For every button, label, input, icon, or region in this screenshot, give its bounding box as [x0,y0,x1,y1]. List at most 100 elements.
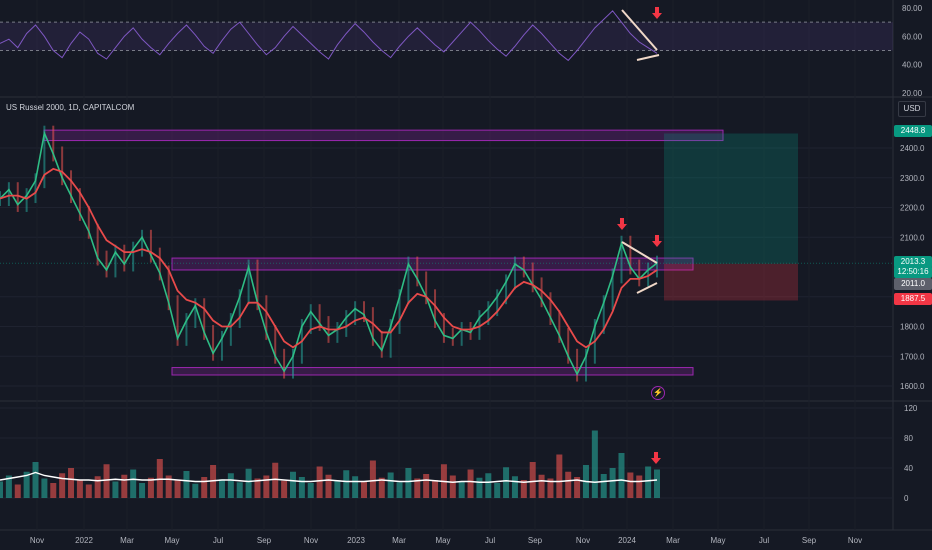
time-tick-label: May [435,536,450,545]
volume-bar [147,477,154,498]
volume-bar [192,483,199,498]
volume-bar [547,478,554,498]
volume-bar [94,476,101,498]
volume-bar [654,469,660,498]
volume-bar [414,478,421,498]
volume-bar [325,474,332,498]
support-resistance-zone [171,257,694,271]
event-bolt-icon[interactable]: ⚡ [651,386,665,400]
rsi-tick-label: 40.00 [902,61,923,70]
volume-bar [50,483,57,498]
volume-tick-label: 120 [904,404,918,413]
volume-bar [556,454,563,498]
volume-bar [609,468,616,498]
volume-bar [130,469,137,498]
volume-bar [23,471,30,498]
volume-bar [467,469,474,498]
price-tick-label: 2400.0 [900,144,925,153]
volume-bar [316,466,323,498]
volume-bar [165,475,172,498]
price-line [0,130,658,376]
volume-bar [68,468,75,498]
volume-average-line [0,471,658,483]
time-tick-label: May [710,536,725,545]
down-arrow-icon [652,7,662,19]
volume-bar [121,474,128,498]
volume-bar [378,477,385,498]
volume-bar [41,478,48,498]
time-tick-label: Mar [392,536,406,545]
price-trendline-upper [621,241,658,264]
volume-bar [307,483,314,498]
volume-bar [538,474,545,498]
time-tick-label: Jul [485,536,495,545]
volume-bar [476,477,483,498]
support-resistance-zone [43,129,724,142]
symbol-title[interactable]: US Russel 2000, 1D, CAPITALCOM [6,103,135,112]
volume-bar [458,481,465,498]
stop-price-badge: 1887.5 [894,293,932,305]
time-tick-label: Nov [304,536,318,545]
rsi-band [0,22,893,51]
down-arrow-icon [651,452,661,464]
down-arrow-icon [617,218,627,230]
volume-bar [334,480,341,498]
volume-bar [574,477,581,498]
volume-bar [423,474,430,498]
volume-bar [627,472,634,498]
down-arrow-icon [652,235,662,247]
target-price-badge: 2448.8 [894,125,932,137]
volume-bar [85,484,92,498]
rsi-line [0,10,658,62]
volume-bar [112,481,119,498]
volume-bar [449,475,456,498]
loss-zone [664,263,798,301]
price-tick-label: 1800.0 [900,323,925,332]
volume-bar [32,462,39,498]
time-tick-label: 2024 [618,536,636,545]
time-tick-label: Sep [802,536,817,545]
time-tick-label: Nov [848,536,862,545]
currency-selector[interactable]: USD [898,101,926,117]
entry-price-badge: 2011.0 [894,278,932,290]
volume-bar [396,482,403,498]
volume-bar [272,462,279,498]
volume-bar [343,470,350,498]
volume-bar [298,477,305,498]
volume-bar [236,482,243,498]
volume-bar [485,473,492,498]
time-tick-label: Jul [759,536,769,545]
volume-bar [520,480,527,498]
support-resistance-zone [171,367,694,376]
rsi-tick-label: 80.00 [902,4,923,13]
volume-bar [600,474,607,498]
time-tick-label: Sep [528,536,543,545]
volume-bar [503,467,510,498]
rsi-trendline-upper [621,9,658,51]
volume-bar [565,471,572,498]
volume-bar [201,477,208,498]
price-tick-label: 2200.0 [900,204,925,213]
price-tick-label: 1600.0 [900,382,925,391]
volume-tick-label: 0 [904,494,909,503]
volume-bar [369,460,376,498]
volume-bar [103,464,110,498]
volume-bar [387,472,394,498]
volume-bar [0,481,3,498]
volume-bar [432,480,439,498]
volume-bar [636,475,643,498]
volume-bar [254,478,261,498]
price-tick-label: 2300.0 [900,174,925,183]
time-tick-label: Sep [257,536,272,545]
time-tick-label: Nov [576,536,590,545]
time-tick-label: Nov [30,536,44,545]
volume-bar [529,462,536,498]
volume-bar [511,476,518,498]
volume-bar [494,483,501,498]
volume-bar [139,483,146,498]
volume-bar [645,466,652,498]
volume-bar [245,468,252,498]
last-price-badge: 2013.3 [894,256,932,268]
